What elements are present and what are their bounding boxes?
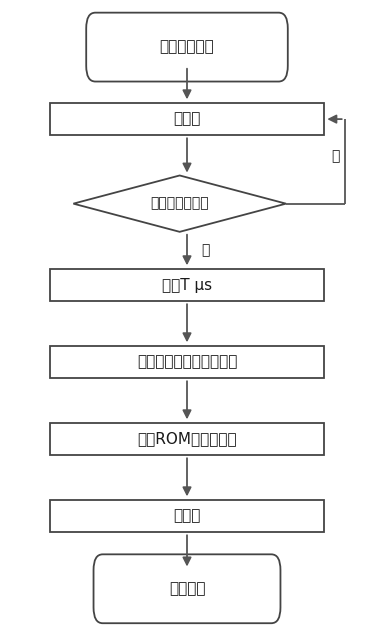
Bar	[49, 346, 324, 378]
FancyBboxPatch shape	[94, 554, 280, 623]
Bar	[49, 269, 324, 302]
Text: 延时T μs: 延时T μs	[162, 277, 212, 293]
Bar	[49, 423, 324, 456]
Text: 否: 否	[332, 150, 340, 164]
Text: 单片机总线应答脉冲输出: 单片机总线应答脉冲输出	[137, 355, 237, 369]
Text: 中断返回: 中断返回	[169, 581, 205, 596]
FancyBboxPatch shape	[86, 13, 288, 82]
Text: 中断服务程序: 中断服务程序	[160, 40, 214, 54]
Text: 开中断: 开中断	[173, 509, 201, 523]
Text: 关中断: 关中断	[173, 112, 201, 127]
Polygon shape	[73, 176, 286, 232]
Text: 读取ROM命令并处理: 读取ROM命令并处理	[137, 431, 237, 447]
Bar	[49, 103, 324, 135]
Bar	[49, 500, 324, 532]
Text: 复位脉冲结束？: 复位脉冲结束？	[150, 197, 209, 211]
Text: 是: 是	[202, 243, 210, 257]
